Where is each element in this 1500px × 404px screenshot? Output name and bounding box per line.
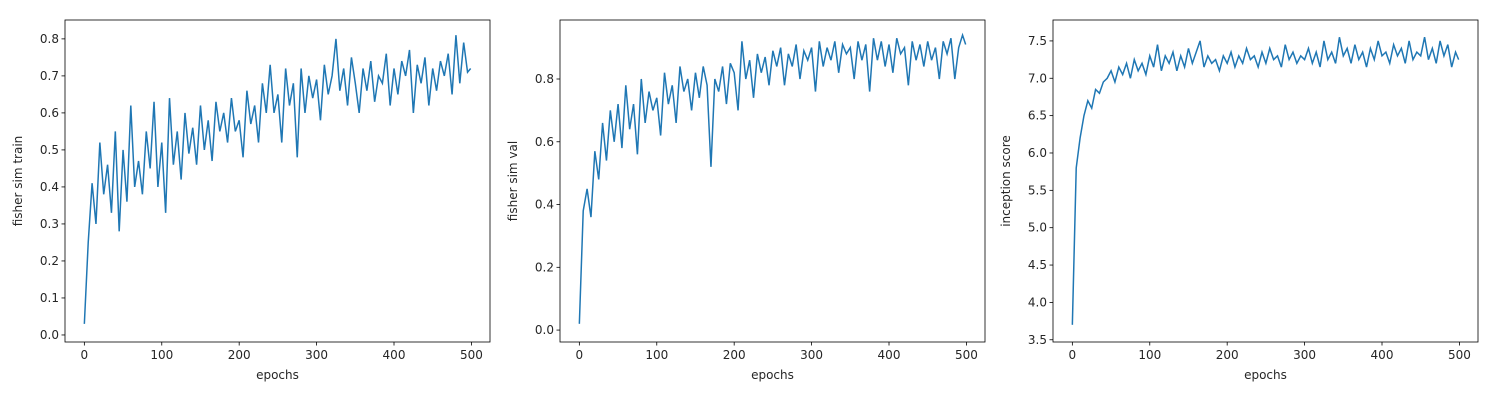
y-tick-label: 0.2 xyxy=(40,254,59,268)
y-axis-label: inception score xyxy=(999,135,1013,227)
data-line xyxy=(1071,37,1460,325)
y-tick-label: 0.1 xyxy=(40,291,59,305)
data-line xyxy=(83,35,472,324)
y-tick-label: 0.8 xyxy=(535,72,554,86)
x-tick-label: 400 xyxy=(383,348,406,362)
data-line xyxy=(578,32,967,324)
y-tick-label: 3.5 xyxy=(1028,333,1047,347)
x-tick-label: 200 xyxy=(1216,348,1239,362)
axes-frame xyxy=(1052,19,1479,343)
y-tick-label: 0.7 xyxy=(40,69,59,83)
y-tick-label: 5.0 xyxy=(1028,221,1047,235)
x-tick-label: 300 xyxy=(1293,348,1316,362)
x-tick-label: 300 xyxy=(800,348,823,362)
x-tick-label: 200 xyxy=(723,348,746,362)
x-tick-label: 500 xyxy=(955,348,978,362)
x-tick-label: 0 xyxy=(1069,348,1077,362)
x-tick-label: 400 xyxy=(1371,348,1394,362)
x-axis-label: epochs xyxy=(751,368,794,382)
y-tick-label: 0.6 xyxy=(40,106,59,120)
y-tick-label: 6.0 xyxy=(1028,146,1047,160)
y-axis-label: fisher sim train xyxy=(11,136,25,227)
y-tick-label: 0.4 xyxy=(40,180,59,194)
x-axis-label: epochs xyxy=(1244,368,1287,382)
y-tick-label: 0.6 xyxy=(535,135,554,149)
y-tick-label: 5.5 xyxy=(1028,183,1047,197)
x-tick-label: 500 xyxy=(1448,348,1471,362)
axes-frame xyxy=(64,19,491,343)
x-tick-label: 0 xyxy=(576,348,584,362)
x-tick-label: 300 xyxy=(305,348,328,362)
x-tick-label: 100 xyxy=(1138,348,1161,362)
y-tick-label: 0.3 xyxy=(40,217,59,231)
x-tick-label: 100 xyxy=(150,348,173,362)
x-tick-label: 100 xyxy=(645,348,668,362)
y-tick-label: 0.0 xyxy=(40,328,59,342)
x-tick-label: 0 xyxy=(81,348,89,362)
axes-frame xyxy=(559,19,986,343)
y-axis-label: fisher sim val xyxy=(506,141,520,221)
y-tick-label: 6.5 xyxy=(1028,109,1047,123)
y-tick-label: 0.8 xyxy=(40,32,59,46)
y-tick-label: 7.0 xyxy=(1028,71,1047,85)
x-tick-label: 400 xyxy=(878,348,901,362)
x-tick-label: 500 xyxy=(460,348,483,362)
y-tick-label: 0.2 xyxy=(535,260,554,274)
y-tick-label: 0.5 xyxy=(40,143,59,157)
y-tick-label: 4.0 xyxy=(1028,295,1047,309)
x-axis-label: epochs xyxy=(256,368,299,382)
y-tick-label: 0.4 xyxy=(535,198,554,212)
y-tick-label: 7.5 xyxy=(1028,34,1047,48)
y-tick-label: 4.5 xyxy=(1028,258,1047,272)
x-tick-label: 200 xyxy=(228,348,251,362)
y-tick-label: 0.0 xyxy=(535,323,554,337)
